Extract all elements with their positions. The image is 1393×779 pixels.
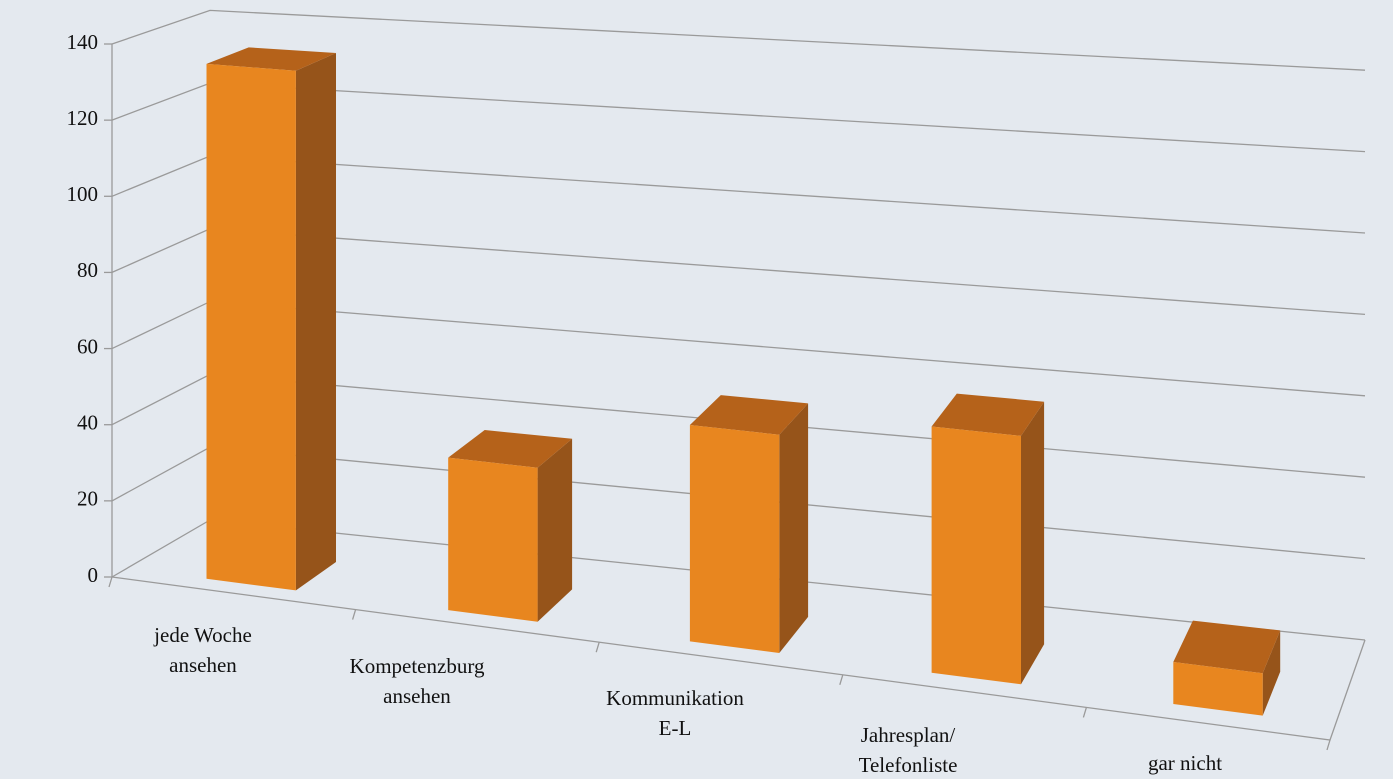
x-tick-label: gar nicht	[1148, 751, 1222, 775]
x-tick	[108, 576, 113, 588]
bar-side	[1021, 401, 1045, 685]
x-tick-label: jede Woche	[153, 623, 252, 647]
y-tick-label: 80	[77, 258, 98, 282]
x-tick-label: E-L	[659, 716, 692, 740]
y-tick-label: 100	[67, 182, 99, 206]
bar-top	[206, 47, 336, 71]
y-tick-label: 60	[77, 334, 98, 358]
y-tick-label: 40	[77, 411, 98, 435]
bar-side	[537, 438, 573, 622]
bar-side	[1262, 630, 1281, 716]
x-tick-label: Kommunikation	[606, 686, 744, 710]
x-tick	[839, 674, 844, 685]
bar-top	[1173, 620, 1281, 674]
grid-line	[111, 9, 1366, 71]
x-tick-label: ansehen	[169, 653, 237, 677]
y-tick-label: 20	[77, 487, 98, 511]
x-tick	[1326, 739, 1331, 751]
x-tick	[351, 609, 357, 620]
y-tick-label: 140	[67, 30, 99, 54]
bar	[1173, 662, 1263, 716]
bar-top	[931, 393, 1045, 436]
bar	[931, 426, 1021, 685]
bar-top	[689, 395, 809, 435]
bar	[206, 63, 296, 591]
bar	[448, 457, 538, 622]
y-tick-label: 0	[88, 563, 99, 587]
x-tick-label: Kompetenzburg	[350, 654, 485, 678]
bar-side	[779, 403, 809, 653]
x-tick-label: ansehen	[383, 684, 451, 708]
x-tick	[595, 642, 600, 653]
bar-top	[448, 430, 573, 468]
bar	[689, 425, 780, 653]
x-tick-label: Jahresplan/	[861, 723, 956, 747]
x-tick	[1082, 707, 1088, 718]
y-tick-label: 120	[67, 106, 99, 130]
x-tick-label: Telefonliste	[859, 753, 958, 777]
bar-side	[295, 53, 336, 591]
